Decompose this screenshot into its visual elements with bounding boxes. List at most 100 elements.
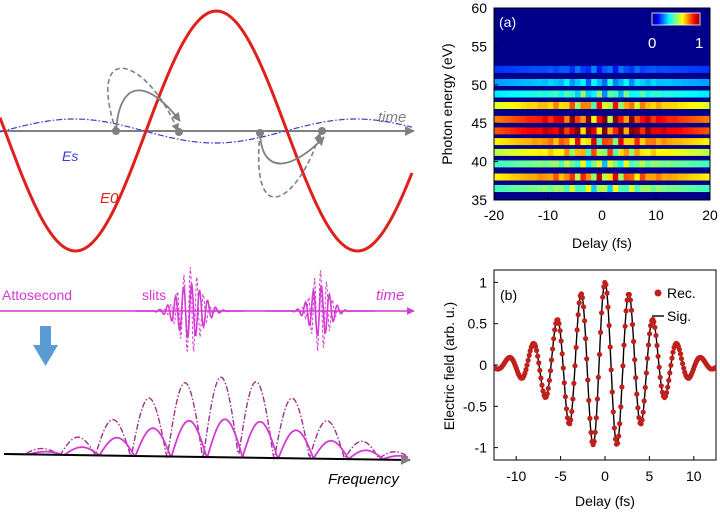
heatmap-cell <box>499 79 506 86</box>
heatmap-cell <box>510 185 516 192</box>
heatmap-cell <box>672 115 678 123</box>
heatmap-cell <box>629 115 635 123</box>
heatmap-cell <box>639 127 646 135</box>
panel-b: (b) Rec. Sig. -10 -5 0 5 10 -1 -0.5 0 0.5 1 Dela… <box>441 269 717 509</box>
heatmap-cell <box>693 90 700 98</box>
heatmap-cell <box>510 65 516 73</box>
heatmap-cell <box>526 127 533 135</box>
heatmap-cell <box>699 65 705 73</box>
heatmap-cell <box>591 173 597 181</box>
rec-point <box>648 323 654 329</box>
heatmap-cell <box>650 127 657 135</box>
heatmap-cell <box>494 185 500 192</box>
rec-point <box>643 370 650 376</box>
rec-point <box>657 374 663 380</box>
heatmap-cell <box>672 65 678 73</box>
rec-point <box>627 297 634 303</box>
rec-point <box>616 433 622 439</box>
heatmap-cell <box>537 90 543 98</box>
rec-point <box>617 421 623 427</box>
y-tick-label: 0 <box>479 357 487 373</box>
rec-point <box>538 375 544 381</box>
heatmap-cell <box>542 160 549 168</box>
rec-point <box>653 332 659 339</box>
heatmap-cell <box>650 138 657 146</box>
legend-rec-label: Rec. <box>667 285 696 301</box>
heatmap-cell <box>693 160 700 168</box>
heatmap-cell <box>656 138 662 146</box>
frequency-label: Frequency <box>328 471 400 488</box>
heatmap-cell <box>515 90 522 98</box>
heatmap-cell <box>661 90 668 98</box>
rec-point <box>576 300 582 306</box>
heatmap-cell <box>526 65 533 73</box>
heatmap-cell <box>548 138 554 146</box>
heatmap-cell <box>688 148 695 156</box>
series-rec-dots <box>494 279 716 448</box>
heatmap-cell <box>537 138 543 146</box>
heatmap-cell <box>515 160 522 168</box>
heatmap-cell <box>521 65 527 73</box>
rec-point <box>620 363 626 369</box>
heatmap-cell <box>612 173 619 181</box>
heatmap-cell <box>677 79 684 86</box>
attosecond-burst-1 <box>135 283 245 339</box>
heatmap-cell <box>693 138 700 146</box>
x-tick-label: 10 <box>686 468 702 484</box>
heatmap-cell <box>591 90 597 98</box>
rec-point <box>651 319 657 325</box>
heatmap-cell <box>666 138 673 146</box>
rec-point <box>600 294 606 300</box>
heatmap-cell <box>564 148 570 156</box>
rec-point <box>629 321 636 328</box>
heatmap-cell <box>612 65 619 73</box>
slit-time-label: time <box>376 287 404 304</box>
heatmap-cell <box>656 115 662 123</box>
heatmap-cell <box>494 138 500 146</box>
heatmap-cell <box>645 102 651 109</box>
heatmap-cell <box>526 185 533 192</box>
heatmap-cell <box>683 65 689 73</box>
heatmap-cell <box>596 173 603 181</box>
rec-point <box>540 388 546 394</box>
panel-a-ylabel: Photon energy (eV) <box>439 43 455 164</box>
heatmap-cell <box>650 160 657 168</box>
rec-point <box>641 398 647 404</box>
heatmap-cell <box>666 115 673 123</box>
heatmap-cell <box>494 115 500 123</box>
recollision-point-1 <box>175 128 183 136</box>
heatmap-cell <box>569 65 576 73</box>
heatmap-cell <box>688 90 695 98</box>
heatmap-cell <box>656 65 662 73</box>
heatmap-cell <box>639 185 646 192</box>
heatmap-cell <box>629 138 635 146</box>
heatmap-cell <box>553 138 560 146</box>
heatmap-cell <box>548 79 554 86</box>
heatmap-cell <box>575 115 581 123</box>
rec-point <box>583 336 589 342</box>
heatmap-cell <box>634 160 641 168</box>
heatmap-cell <box>537 160 543 168</box>
heatmap-cell <box>699 127 705 135</box>
heatmap-cell <box>515 65 522 73</box>
rec-point <box>572 363 578 369</box>
heatmap-cell <box>688 185 695 192</box>
trajectory-short-1 <box>115 89 181 132</box>
heatmap-cell <box>585 148 592 156</box>
heatmap-cell <box>504 173 511 181</box>
y-tick-label: 50 <box>471 77 487 93</box>
heatmap-cell <box>699 102 705 109</box>
heatmap-cell <box>661 148 668 156</box>
heatmap-cell <box>548 148 554 156</box>
heatmap-cell <box>515 102 522 109</box>
heatmap-cell <box>537 127 543 135</box>
rec-point <box>544 391 550 397</box>
rec-point <box>536 360 542 366</box>
heatmap-cell <box>629 160 635 168</box>
heatmap-cell <box>558 115 565 123</box>
rec-point <box>552 327 558 333</box>
heatmap-cell <box>693 185 700 192</box>
heatmap-cell <box>634 127 641 135</box>
heatmap-cell <box>569 138 576 146</box>
rec-point <box>607 344 613 350</box>
